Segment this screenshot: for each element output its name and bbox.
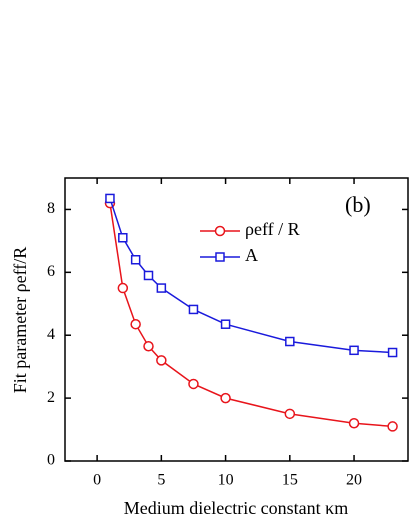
- point: [348, 418, 360, 429]
- x-tick-label: 20: [346, 472, 362, 489]
- point: [105, 193, 115, 204]
- point: [220, 392, 231, 404]
- annotation: (b): [345, 192, 371, 217]
- point: [156, 355, 167, 366]
- x-tick-label: 15: [282, 472, 298, 489]
- point: [143, 270, 154, 281]
- x-axis-label: Medium dielectric constant κm: [124, 498, 349, 518]
- point: [387, 347, 398, 358]
- y-tick-label: 0: [47, 452, 55, 469]
- legend-marker: [214, 225, 226, 237]
- point: [130, 255, 141, 265]
- point: [117, 282, 129, 294]
- plot-frame: [64, 177, 409, 462]
- point: [349, 345, 359, 356]
- point: [156, 283, 167, 293]
- x-tick-label: 5: [157, 472, 165, 489]
- point: [284, 408, 296, 420]
- legend-label: ρeff / R: [245, 219, 300, 239]
- legend-marker: [215, 252, 225, 262]
- point: [285, 336, 295, 347]
- y-axis-label: Fit parameter ρeff/R: [10, 247, 30, 394]
- y-tick-label: 4: [47, 326, 55, 343]
- point: [220, 319, 231, 329]
- point: [188, 378, 199, 390]
- y-tick-label: 6: [47, 263, 55, 280]
- point: [130, 318, 141, 330]
- point: [188, 304, 199, 315]
- point: [387, 421, 398, 432]
- y-tick-label: 2: [47, 389, 55, 406]
- y-tick-label: 8: [47, 200, 55, 217]
- series-line: [109, 203, 393, 428]
- x-tick-label: 0: [93, 472, 101, 489]
- point: [143, 340, 154, 352]
- legend-label: A: [245, 245, 258, 265]
- x-tick-label: 10: [218, 472, 234, 489]
- point: [118, 232, 128, 243]
- series-line: [109, 198, 393, 354]
